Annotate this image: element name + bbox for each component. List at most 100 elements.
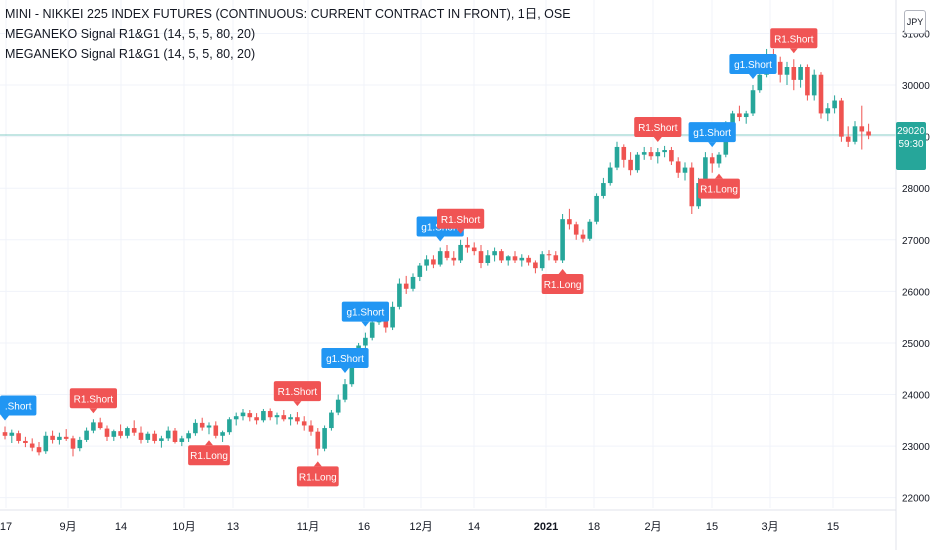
signal-label-pointer bbox=[341, 368, 349, 374]
x-tick-label: 11月 bbox=[297, 521, 319, 533]
candle bbox=[737, 105, 742, 122]
candle bbox=[165, 426, 171, 441]
signal-label-bg bbox=[541, 274, 584, 294]
signal-label-pointer bbox=[1, 415, 9, 421]
blue-signal-label[interactable]: g1.Short bbox=[688, 122, 736, 148]
blue-signal-label[interactable]: g1.Short bbox=[341, 301, 389, 327]
x-tick-label: 12月 bbox=[409, 521, 432, 533]
last-price-value: 29020 bbox=[897, 126, 925, 137]
candle bbox=[777, 56, 783, 83]
x-tick-label: 13 bbox=[227, 521, 239, 533]
indicator-label-2[interactable]: MEGANEKO Signal R1&G1 (14, 5, 5, 80, 20) bbox=[5, 47, 256, 61]
signal-label-pointer bbox=[313, 461, 322, 467]
candle-body bbox=[431, 259, 436, 265]
red-signal-label[interactable]: R1.Short bbox=[634, 116, 682, 142]
candle bbox=[478, 244, 484, 269]
candle bbox=[465, 237, 470, 253]
candle bbox=[363, 332, 368, 350]
candle bbox=[811, 69, 817, 101]
candle-body bbox=[369, 322, 375, 338]
candle-body bbox=[689, 167, 695, 207]
candle bbox=[526, 255, 531, 266]
candle-body bbox=[750, 90, 756, 114]
candle bbox=[805, 64, 810, 101]
candle bbox=[390, 301, 395, 331]
candle-body bbox=[553, 255, 559, 261]
candle-body bbox=[655, 152, 661, 157]
signal-label-bg bbox=[0, 395, 37, 416]
candle-body bbox=[832, 100, 837, 109]
red-signal-label[interactable]: R1.Long bbox=[296, 461, 339, 487]
candle bbox=[573, 221, 579, 240]
candle bbox=[274, 412, 280, 425]
candle bbox=[179, 435, 185, 447]
candle-body bbox=[288, 417, 293, 420]
candle-body bbox=[682, 167, 688, 173]
candle-body bbox=[23, 440, 28, 444]
candle-body bbox=[159, 438, 164, 441]
candle bbox=[601, 177, 606, 199]
signal-label-pointer bbox=[89, 408, 98, 414]
candle bbox=[43, 431, 49, 454]
signal-label-pointer bbox=[789, 48, 798, 54]
red-signal-label[interactable]: R1.Short bbox=[770, 28, 818, 54]
blue-signal-label[interactable]: g1.Short bbox=[321, 348, 369, 374]
signal-label-bg bbox=[688, 122, 736, 143]
candle bbox=[70, 435, 76, 457]
time-axis[interactable]: 17 9月 14 10月 13 11月 16 12月 14 2021 18 2月 15 3月 15 bbox=[0, 509, 896, 533]
candle bbox=[104, 425, 110, 441]
candle-body bbox=[145, 433, 151, 440]
blue-signal-label[interactable]: g1.Short bbox=[729, 54, 777, 80]
candle-body bbox=[485, 255, 491, 263]
candle-body bbox=[492, 251, 497, 256]
candle-body bbox=[97, 422, 103, 429]
candle bbox=[499, 249, 504, 263]
candle-body bbox=[567, 219, 572, 225]
candle-body bbox=[703, 157, 708, 184]
candle-body bbox=[199, 422, 205, 428]
red-signal-label[interactable]: R1.Short bbox=[69, 388, 117, 414]
candle bbox=[485, 250, 491, 266]
last-price-badge: 29020 59:30 bbox=[896, 122, 926, 170]
candle-body bbox=[16, 433, 21, 441]
candle-body bbox=[43, 435, 49, 452]
candle-body bbox=[825, 108, 831, 114]
currency-button[interactable]: JPY bbox=[904, 10, 926, 34]
red-signal-label[interactable]: R1.Short bbox=[437, 208, 485, 234]
red-signal-label[interactable]: R1.Short bbox=[273, 381, 321, 407]
candle-body bbox=[811, 74, 817, 96]
candle-body bbox=[607, 167, 613, 184]
chart-legend: MINI - NIKKEI 225 INDEX FUTURES (CONTINU… bbox=[5, 4, 571, 64]
signal-label-text: R1.Long bbox=[700, 185, 738, 196]
signal-label-text: R1.Long bbox=[544, 280, 582, 291]
signal-label-text: R1.Long bbox=[190, 451, 228, 462]
signal-label-bg bbox=[321, 348, 369, 369]
candle bbox=[342, 379, 348, 403]
red-signal-label[interactable]: R1.Long bbox=[188, 440, 230, 466]
red-signal-label[interactable]: R1.Long bbox=[541, 269, 584, 294]
candle-body bbox=[152, 433, 157, 441]
blue-signal-label[interactable]: .Short bbox=[0, 395, 37, 421]
symbol-title[interactable]: MINI - NIKKEI 225 INDEX FUTURES (CONTINU… bbox=[5, 7, 571, 21]
candle-body bbox=[437, 251, 443, 265]
red-signal-label[interactable]: R1.Long bbox=[698, 173, 740, 199]
indicator-label-1[interactable]: MEGANEKO Signal R1&G1 (14, 5, 5, 80, 20) bbox=[5, 27, 256, 41]
price-axis[interactable]: 2200023000240002500026000270002800029000… bbox=[895, 0, 930, 550]
candle-body bbox=[669, 150, 674, 162]
candle-body bbox=[50, 435, 55, 440]
candle-body bbox=[662, 150, 667, 153]
candle-body bbox=[410, 276, 416, 289]
candle-body bbox=[193, 422, 198, 434]
candle-body bbox=[757, 74, 763, 91]
candle-body bbox=[798, 67, 803, 80]
candle bbox=[152, 430, 157, 444]
candle-body bbox=[805, 67, 810, 96]
candle-body bbox=[322, 428, 327, 449]
candle-body bbox=[628, 159, 633, 171]
candle bbox=[471, 242, 477, 256]
candle bbox=[403, 275, 409, 294]
candle bbox=[852, 121, 858, 145]
signal-label-pointer bbox=[436, 236, 445, 242]
